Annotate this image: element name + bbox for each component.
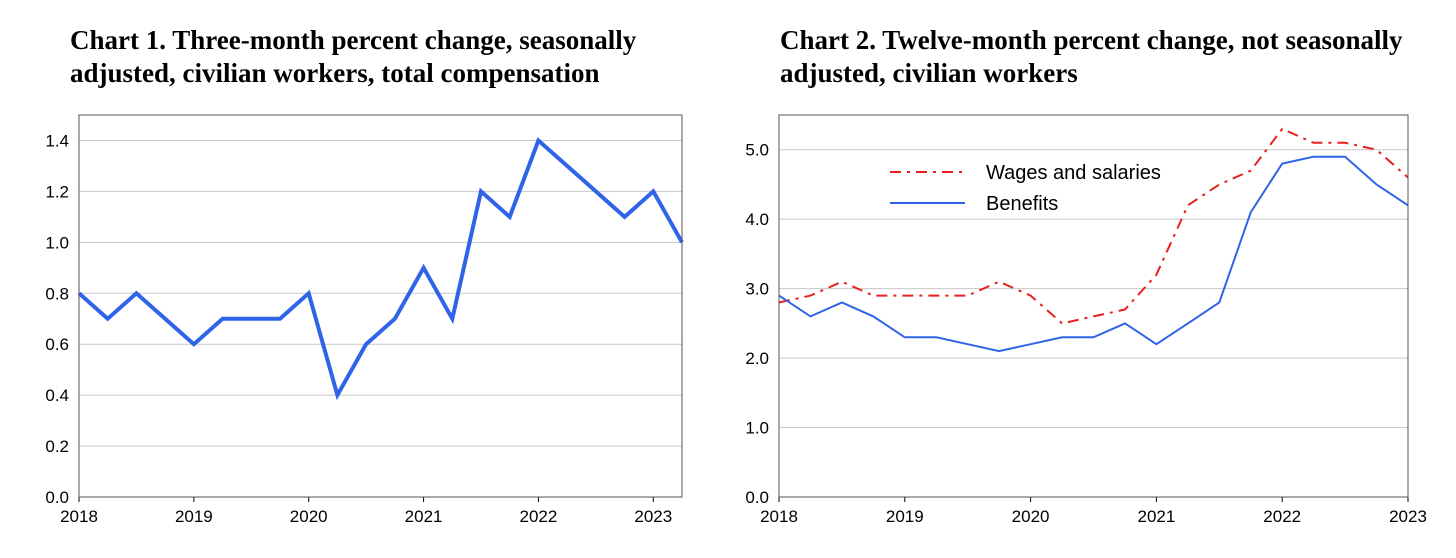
chart-2-y-tick-label: 2.0 <box>745 349 769 368</box>
chart-2-series-line-benefits <box>778 155 1409 353</box>
chart-2-panel: Chart 2. Twelve-month percent change, no… <box>728 0 1456 558</box>
chart-1-series-line-0 <box>77 137 684 401</box>
chart-2-x-tick-label: 2019 <box>886 507 924 526</box>
chart-2-x-tick-label: 2022 <box>1263 507 1301 526</box>
legend-label-benefits: Benefits <box>986 193 1058 215</box>
chart-2-y-tick-label: 1.0 <box>745 419 769 438</box>
chart-1-x-tick-label: 2020 <box>290 507 328 526</box>
chart-1-title: Chart 1. Three-month percent change, sea… <box>70 25 637 88</box>
chart-2-series-line-wages-and-salaries <box>778 127 1409 325</box>
chart-1-x-tick-label: 2023 <box>634 507 672 526</box>
chart-2-y-tick-label: 4.0 <box>745 210 769 229</box>
chart-2-x-tick-label: 2018 <box>760 507 798 526</box>
chart-2-y-tick-label: 3.0 <box>745 280 769 299</box>
chart-1-x-tick-label: 2018 <box>60 507 98 526</box>
chart-1-y-tick-label: 0.0 <box>45 488 69 507</box>
chart-1-x-tick-label: 2021 <box>405 507 443 526</box>
chart-1-y-tick-label: 0.2 <box>45 437 69 456</box>
chart-1-y-tick-label: 0.6 <box>45 335 69 354</box>
chart-2-x-tick-label: 2021 <box>1137 507 1175 526</box>
chart-1-y-tick-label: 1.0 <box>45 233 69 252</box>
chart-1-x-tick-label: 2022 <box>520 507 558 526</box>
legend-label-wages-and-salaries: Wages and salaries <box>986 162 1161 184</box>
chart-2-y-tick-label: 0.0 <box>745 488 769 507</box>
chart-2-title: Chart 2. Twelve-month percent change, no… <box>780 25 1403 88</box>
chart-2-plot-border <box>778 114 1409 498</box>
chart-2-x-tick-label: 2023 <box>1389 507 1427 526</box>
chart-2-plot: 0.0 1.0 2.0 3.0 4.0 5.0 2018 2019 2020 2021 2022 20… <box>745 114 1427 526</box>
chart-1-panel: Chart 1. Three-month percent change, sea… <box>45 25 684 526</box>
chart-2-x-tick-label: 2020 <box>1012 507 1050 526</box>
chart-1-y-tick-label: 0.8 <box>45 284 69 303</box>
chart-1-plot-border <box>78 114 683 498</box>
chart-1-y-tick-label: 1.2 <box>45 182 69 201</box>
chart-1-y-tick-label: 0.4 <box>45 386 69 405</box>
chart-2-y-tick-label: 5.0 <box>745 141 769 160</box>
chart-1-plot: 0.0 0.2 0.4 0.6 0.8 1.0 1.2 1.4 2018 2019 2020 2021… <box>45 114 684 526</box>
chart-1-x-tick-label: 2019 <box>175 507 213 526</box>
chart-1-y-tick-label: 1.4 <box>45 131 69 150</box>
